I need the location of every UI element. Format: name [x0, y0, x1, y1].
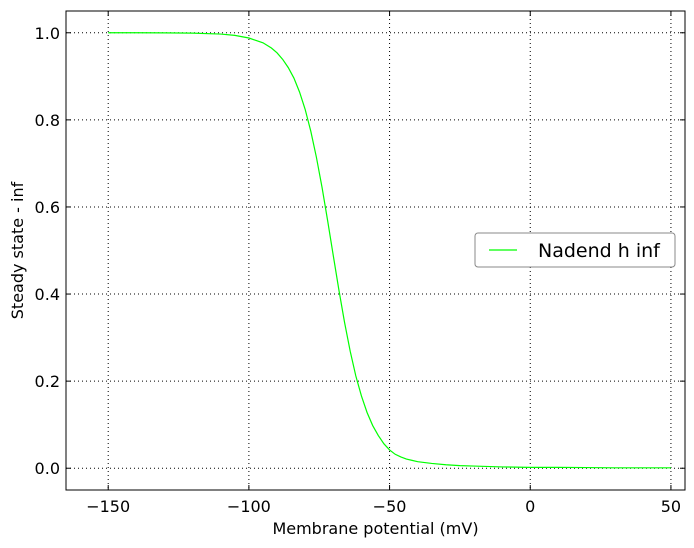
y-tick-label: 1.0: [35, 24, 60, 43]
x-tick-label: 0: [525, 497, 535, 516]
ticks: −150 −100 −50 0 50 0.0 0.2 0.4 0.6 0.8 1.0: [35, 11, 685, 516]
legend-label: Nadend h inf: [538, 240, 661, 262]
y-tick-label: 0.6: [35, 198, 60, 217]
x-tick-label: −150: [86, 497, 130, 516]
plot-frame: [65, 10, 686, 491]
x-axis-label: Membrane potential (mV): [272, 519, 478, 538]
y-tick-label: 0.8: [35, 111, 60, 130]
x-tick-label: −50: [373, 497, 407, 516]
y-tick-label: 0.0: [35, 459, 60, 478]
series-layer: [108, 32, 671, 469]
y-axis-label: Steady state - inf: [8, 181, 27, 319]
legend: Nadend h inf: [474, 232, 676, 268]
legend-box: [474, 232, 676, 268]
y-tick-label: 0.4: [35, 285, 60, 304]
x-tick-label: 50: [661, 497, 681, 516]
x-tick-label: −100: [227, 497, 271, 516]
y-tick-label: 0.2: [35, 372, 60, 391]
series-line: [108, 32, 671, 469]
